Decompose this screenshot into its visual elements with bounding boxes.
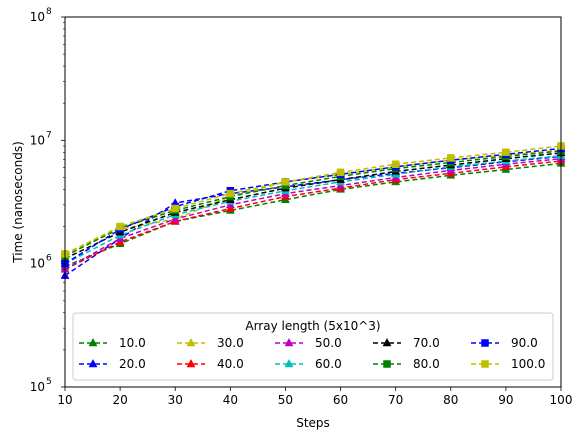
legend-swatch-marker <box>88 358 98 368</box>
legend-entry-100.0: 100.0 <box>471 357 545 371</box>
data-point <box>226 189 235 198</box>
x-tick-label: 70 <box>388 393 403 407</box>
series-line <box>64 154 562 265</box>
legend-swatch-marker <box>284 358 294 368</box>
plot-frame <box>64 16 562 388</box>
legend-label: 70.0 <box>413 336 440 350</box>
series-50.0 <box>60 153 566 273</box>
data-point <box>170 214 180 223</box>
x-axis-label: Steps <box>296 416 330 430</box>
legend-entry-20.0: 20.0 <box>79 357 146 371</box>
series-line <box>64 145 562 255</box>
x-tick-label: 50 <box>278 393 293 407</box>
y-tick-label: 10 <box>30 133 45 147</box>
y-axis-label: Time (nanoseconds) <box>11 141 25 264</box>
legend-label: 80.0 <box>413 357 440 371</box>
legend-label: 90.0 <box>511 336 538 350</box>
series-layer <box>60 142 566 279</box>
series-line <box>64 149 562 255</box>
legend-swatch-marker <box>481 360 489 368</box>
y-tick-exponent: 7 <box>46 130 52 140</box>
legend-swatch-marker <box>186 337 196 347</box>
y-tick-exponent: 6 <box>46 254 52 264</box>
legend-label: 10.0 <box>119 336 146 350</box>
series-40.0 <box>60 155 566 273</box>
x-tick-label: 20 <box>112 393 127 407</box>
x-tick-label: 40 <box>223 393 238 407</box>
data-point <box>502 148 510 157</box>
legend-entry-40.0: 40.0 <box>177 357 244 371</box>
series-100.0 <box>61 142 565 258</box>
legend-entry-30.0: 30.0 <box>177 336 244 350</box>
legend: Array length (5x10^3) 10.0 20.0 30.0 40.0 50… <box>72 312 554 381</box>
series-20.0 <box>60 151 566 279</box>
series-60.0 <box>60 150 566 267</box>
series-line <box>64 147 562 265</box>
data-point <box>447 154 455 162</box>
series-line <box>64 162 562 268</box>
series-line <box>64 152 562 260</box>
data-point <box>336 168 345 177</box>
legend-label: 40.0 <box>217 357 244 371</box>
y-tick-label: 10 <box>30 380 45 394</box>
data-point <box>171 204 179 213</box>
y-tick-exponent: 5 <box>46 377 52 387</box>
legend-label: 100.0 <box>511 357 545 371</box>
legend-title: Array length (5x10^3) <box>245 319 380 333</box>
data-point <box>391 160 400 168</box>
legend-swatch-marker <box>383 360 391 368</box>
series-line <box>64 155 562 277</box>
legend-entry-60.0: 60.0 <box>275 357 342 371</box>
legend-entry-90.0: 90.0 <box>471 336 538 350</box>
series-30.0 <box>60 145 566 258</box>
series-line <box>64 150 562 257</box>
x-tick-label: 30 <box>168 393 183 407</box>
legend-label: 60.0 <box>315 357 342 371</box>
y-tick-label: 10 <box>30 257 45 271</box>
x-tick-label: 60 <box>333 393 348 407</box>
series-10.0 <box>60 158 566 270</box>
legend-entry-10.0: 10.0 <box>79 336 146 350</box>
legend-items: 10.0 20.0 30.0 40.0 50.0 60.0 70.0 80.0 90.0 100.… <box>79 336 545 371</box>
series-line <box>64 157 562 270</box>
legend-entry-70.0: 70.0 <box>373 336 440 350</box>
y-tick-exponent: 8 <box>46 7 52 17</box>
x-axis-ticks: 10 20 30 40 50 60 70 80 90 100 <box>57 387 572 407</box>
series-line <box>64 160 562 270</box>
legend-entry-50.0: 50.0 <box>275 336 342 350</box>
x-tick-label: 80 <box>443 393 458 407</box>
data-point <box>281 178 290 186</box>
x-tick-label: 90 <box>498 393 513 407</box>
y-tick-label: 10 <box>30 10 45 24</box>
legend-label: 50.0 <box>315 336 342 350</box>
x-tick-label: 100 <box>550 393 573 407</box>
legend-swatch-marker <box>88 337 98 347</box>
legend-swatch-marker <box>382 337 392 347</box>
legend-swatch-marker <box>186 358 196 368</box>
legend-swatch-marker <box>481 339 489 347</box>
legend-label: 30.0 <box>217 336 244 350</box>
legend-entry-80.0: 80.0 <box>373 357 440 371</box>
legend-swatch-marker <box>284 337 294 347</box>
data-point <box>116 222 124 231</box>
x-tick-label: 10 <box>57 393 72 407</box>
legend-label: 20.0 <box>119 357 146 371</box>
